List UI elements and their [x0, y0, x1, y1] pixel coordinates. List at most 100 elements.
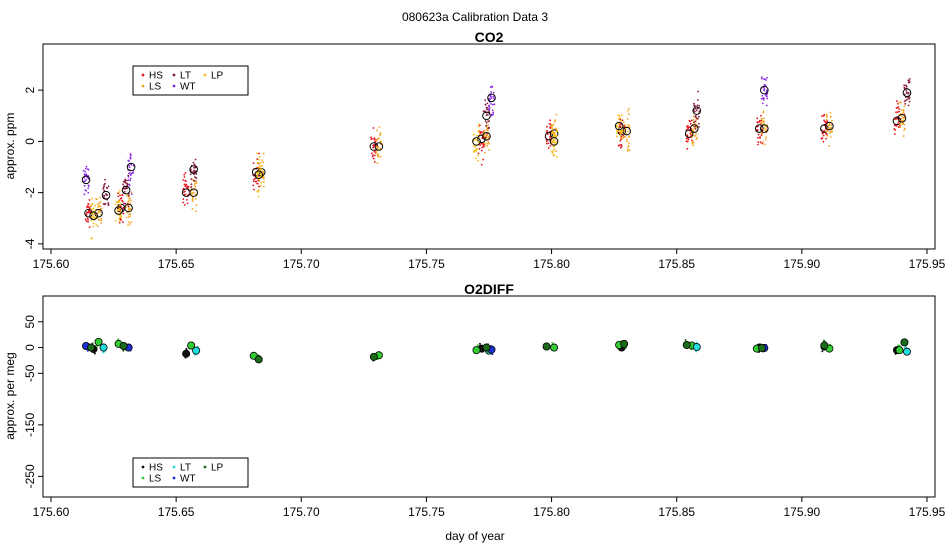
co2-sample-point [85, 165, 88, 168]
co2-sample-point [687, 138, 690, 141]
co2-sample-point [553, 154, 556, 156]
x-tick-label: 175.60 [33, 257, 70, 271]
co2-sample-point [484, 120, 487, 122]
co2-sample-point [377, 154, 380, 157]
x-tick-label: 175.70 [283, 505, 320, 519]
co2-sample-point [194, 193, 197, 196]
co2-sample-point [765, 128, 768, 131]
co2-sample-point [486, 102, 489, 105]
co2-sample-point [628, 126, 631, 129]
co2-sample-point [627, 109, 629, 112]
co2-sample-point [377, 146, 380, 149]
o2-sample-point [822, 339, 825, 342]
co2-mean-marker [689, 124, 699, 133]
co2-sample-point [694, 134, 697, 137]
y-tick-label: 0 [23, 344, 37, 351]
co2-sample-point [893, 128, 896, 130]
co2-sample-point [260, 172, 263, 175]
co2-sample-point [486, 108, 488, 111]
co2-sample-point [698, 122, 700, 125]
co2-sample-point [102, 203, 105, 205]
co2-sample-point [125, 186, 128, 189]
co2-sample-point [492, 113, 494, 116]
co2-sample-point [90, 204, 92, 207]
co2-sample-point [373, 154, 376, 157]
co2-sample-point [477, 123, 480, 126]
co2-sample-point [620, 143, 623, 146]
o2-mean-marker [682, 340, 691, 349]
co2-sample-point [254, 177, 257, 180]
co2-sample-point [481, 131, 484, 134]
co2-sample-point [99, 211, 102, 214]
co2-sample-point [829, 115, 832, 118]
co2-sample-point [761, 97, 764, 100]
co2-sample-point [760, 123, 763, 125]
co2-sample-point [549, 144, 552, 147]
co2-sample-point [256, 161, 259, 164]
co2-sample-point [487, 120, 490, 123]
co2-sample-point [380, 140, 383, 143]
co2-sample-point [893, 133, 896, 136]
co2-sample-point [375, 145, 378, 148]
co2-sample-point [492, 95, 495, 98]
co2-sample-point [128, 183, 131, 186]
co2-sample-point [549, 126, 551, 129]
co2-sample-point [902, 135, 905, 137]
co2-sample-point [486, 132, 488, 135]
co2-sample-point [130, 191, 133, 194]
o2-sample-point [821, 350, 824, 353]
co2-sample-point [121, 199, 124, 202]
y-tick-label: -150 [23, 413, 37, 437]
co2-sample-point [761, 142, 764, 145]
co2-sample-point [829, 127, 832, 129]
co2-sample-point [690, 136, 693, 139]
co2-sample-point [623, 123, 626, 126]
co2-sample-point [256, 173, 259, 176]
co2-sample-point [129, 207, 132, 210]
co2-sample-point [764, 143, 766, 146]
co2-sample-point [183, 183, 186, 186]
co2-sample-point [84, 170, 87, 173]
co2-sample-point [488, 142, 491, 145]
co2-sample-point [691, 139, 693, 142]
o2-mean-marker [87, 343, 96, 352]
co2-sample-point [491, 103, 494, 106]
o2-sample-point [898, 344, 901, 347]
co2-sample-point [126, 201, 129, 204]
co2-sample-point [763, 120, 765, 123]
co2-sample-point [186, 198, 188, 201]
co2-legend-box [132, 65, 249, 96]
co2-sample-point [375, 139, 378, 141]
co2-sample-point [763, 78, 765, 81]
co2-sample-point [898, 121, 901, 124]
co2-sample-point [378, 126, 381, 128]
co2-points [81, 76, 912, 240]
co2-sample-point [118, 201, 121, 204]
co2-sample-point [905, 91, 908, 94]
co2-sample-point [625, 138, 628, 141]
x-tick-label: 175.70 [283, 257, 320, 271]
co2-sample-point [194, 210, 197, 213]
o2-mean-marker [900, 338, 909, 347]
co2-mean-marker [684, 129, 694, 138]
co2-sample-point [693, 121, 695, 124]
co2-sample-point [490, 102, 492, 105]
co2-sample-point [907, 91, 910, 94]
co2-sample-point [903, 84, 906, 87]
co2-sample-point [896, 111, 899, 113]
co2-sample-point [129, 173, 132, 176]
x-tick-label: 175.85 [658, 257, 695, 271]
co2-sample-point [128, 172, 130, 175]
co2-sample-point [372, 144, 375, 147]
co2-panel: CO2 175.60 175.65 175.70 175.75 175.80 175.85… [3, 29, 946, 271]
co2-sample-point [902, 122, 905, 125]
co2-sample-point [375, 151, 378, 154]
co2-sample-point [189, 173, 192, 176]
co2-sample-point [488, 127, 490, 129]
co2-sample-point [825, 130, 828, 133]
co2-sample-point [894, 129, 897, 131]
co2-sample-point [546, 130, 549, 133]
co2-sample-point [371, 152, 373, 155]
y-tick-label: -50 [23, 364, 37, 382]
co2-sample-point [478, 133, 481, 136]
